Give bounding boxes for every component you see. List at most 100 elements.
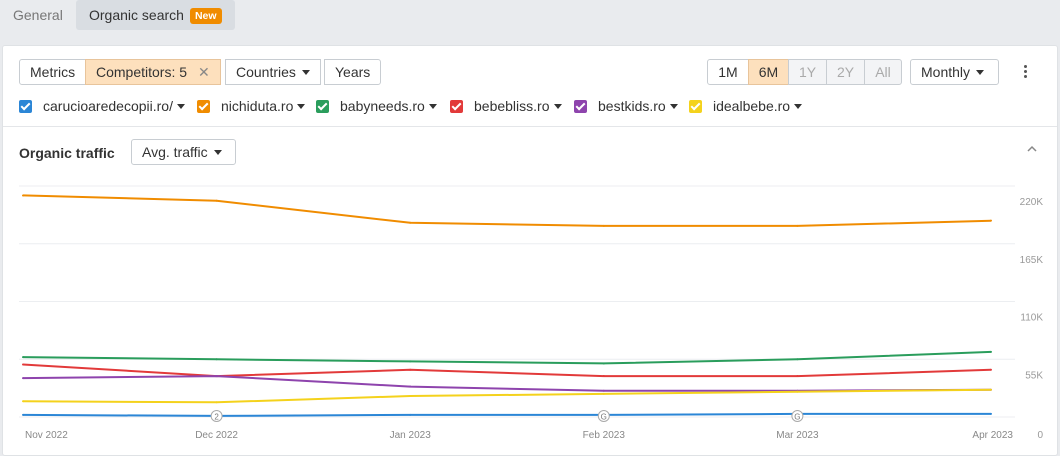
metrics-button[interactable]: Metrics bbox=[19, 59, 87, 85]
legend-label: bebebliss.ro bbox=[474, 98, 550, 114]
y-tick-label: 220K bbox=[1020, 197, 1044, 208]
caret-down-icon bbox=[213, 150, 222, 155]
annotation-marker bbox=[791, 410, 804, 422]
period-2y-button[interactable]: 2Y bbox=[826, 59, 865, 85]
caret-down-icon[interactable] bbox=[794, 104, 803, 109]
new-badge: New bbox=[189, 8, 222, 24]
data-point bbox=[602, 375, 605, 378]
caret-down-icon bbox=[301, 70, 310, 75]
data-point bbox=[602, 389, 605, 392]
checkbox-icon[interactable] bbox=[574, 100, 587, 113]
checkbox-icon[interactable] bbox=[19, 100, 32, 113]
caret-down-icon[interactable] bbox=[553, 104, 562, 109]
years-button[interactable]: Years bbox=[324, 59, 382, 85]
avg-traffic-label: Avg. traffic bbox=[142, 144, 208, 160]
annotation-label: G bbox=[601, 413, 607, 422]
organic-search-panel: Metrics Competitors: 5 ✕ Countries Years … bbox=[2, 45, 1058, 456]
series-line bbox=[22, 375, 992, 392]
series-line bbox=[22, 412, 991, 417]
legend-item-babyneeds[interactable]: babyneeds.ro bbox=[316, 98, 437, 114]
caret-down-icon[interactable] bbox=[176, 104, 185, 109]
legend-label: nichiduta.ro bbox=[221, 98, 294, 114]
competitors-label: Competitors: 5 bbox=[96, 64, 188, 80]
annotation-label: G bbox=[794, 413, 800, 422]
granularity-dropdown[interactable]: Monthly bbox=[910, 59, 999, 85]
data-point bbox=[796, 390, 799, 393]
data-point bbox=[602, 392, 605, 395]
data-point bbox=[602, 224, 605, 227]
legend-label: idealbebe.ro bbox=[713, 98, 791, 114]
checkbox-icon[interactable] bbox=[450, 100, 463, 113]
data-point bbox=[990, 368, 992, 371]
data-point bbox=[215, 199, 218, 202]
data-point bbox=[409, 221, 412, 224]
caret-down-icon bbox=[976, 70, 985, 75]
countries-dropdown[interactable]: Countries bbox=[225, 59, 321, 85]
x-tick-label: Feb 2023 bbox=[583, 430, 626, 441]
avg-traffic-dropdown[interactable]: Avg. traffic bbox=[131, 139, 236, 165]
annotation-label: 2 bbox=[214, 413, 219, 422]
section-title: Organic traffic bbox=[19, 145, 115, 161]
data-point bbox=[409, 413, 412, 416]
competitors-button[interactable]: Competitors: 5 ✕ bbox=[85, 59, 221, 85]
annotation-marker bbox=[597, 410, 610, 422]
data-point bbox=[990, 388, 992, 391]
x-tick-label: Jan 2023 bbox=[390, 430, 432, 441]
tab-general[interactable]: General bbox=[13, 7, 63, 23]
data-point bbox=[409, 385, 412, 388]
data-point bbox=[602, 362, 605, 365]
caret-down-icon[interactable] bbox=[428, 104, 437, 109]
annotation-marker bbox=[210, 410, 223, 422]
data-point bbox=[796, 375, 799, 378]
series-line bbox=[22, 363, 992, 378]
more-options-icon[interactable] bbox=[1017, 63, 1033, 83]
legend-item-idealbebe[interactable]: idealbebe.ro bbox=[689, 98, 803, 114]
legend-item-bebebliss[interactable]: bebebliss.ro bbox=[450, 98, 562, 114]
period-1m-button[interactable]: 1M bbox=[707, 59, 749, 85]
y-tick-label: 165K bbox=[1020, 255, 1044, 266]
data-point bbox=[22, 400, 24, 403]
period-1y-button[interactable]: 1Y bbox=[788, 59, 827, 85]
checkbox-icon[interactable] bbox=[316, 100, 329, 113]
data-point bbox=[796, 224, 799, 227]
legend-label: carucioaredecopii.ro/ bbox=[43, 98, 173, 114]
collapse-chevron-icon[interactable] bbox=[1027, 145, 1037, 155]
caret-down-icon[interactable] bbox=[297, 104, 306, 109]
period-all-button[interactable]: All bbox=[864, 59, 902, 85]
data-point bbox=[22, 194, 24, 197]
legend-item-nichiduta[interactable]: nichiduta.ro bbox=[197, 98, 306, 114]
legend-item-carucioaredecopii[interactable]: carucioaredecopii.ro/ bbox=[19, 98, 185, 114]
legend-label: bestkids.ro bbox=[598, 98, 666, 114]
y-tick-label: 55K bbox=[1025, 370, 1043, 381]
divider bbox=[3, 126, 1057, 127]
data-point bbox=[22, 413, 24, 416]
data-point bbox=[22, 377, 24, 380]
series-line bbox=[22, 194, 992, 227]
countries-label: Countries bbox=[236, 64, 296, 80]
period-6m-button[interactable]: 6M bbox=[748, 59, 789, 85]
granularity-label: Monthly bbox=[921, 64, 971, 80]
data-point bbox=[22, 363, 24, 366]
organic-traffic-chart: 220K 165K 110K 55K 0 Nov 2022 Dec 2022 Jan 2023… bbox=[19, 185, 1044, 441]
tab-organic-search-label: Organic search bbox=[89, 7, 184, 23]
checkbox-icon[interactable] bbox=[689, 100, 702, 113]
close-icon[interactable]: ✕ bbox=[198, 64, 210, 80]
y-tick-label: 0 bbox=[1037, 430, 1043, 441]
caret-down-icon[interactable] bbox=[669, 104, 678, 109]
data-point bbox=[409, 395, 412, 397]
x-tick-label: Dec 2022 bbox=[195, 430, 238, 441]
y-tick-label: 110K bbox=[1020, 313, 1043, 324]
data-point bbox=[990, 219, 992, 222]
x-tick-label: Apr 2023 bbox=[972, 430, 1013, 441]
data-point bbox=[409, 360, 412, 363]
checkbox-icon[interactable] bbox=[197, 100, 210, 113]
data-point bbox=[990, 350, 992, 353]
tab-bar: General Organic search New bbox=[0, 0, 1060, 44]
data-point bbox=[796, 358, 799, 361]
x-tick-label: Nov 2022 bbox=[25, 430, 68, 441]
data-point bbox=[215, 375, 218, 378]
legend-label: babyneeds.ro bbox=[340, 98, 425, 114]
tab-organic-search[interactable]: Organic search New bbox=[76, 0, 235, 30]
legend-item-bestkids[interactable]: bestkids.ro bbox=[574, 98, 678, 114]
data-point bbox=[215, 358, 218, 361]
